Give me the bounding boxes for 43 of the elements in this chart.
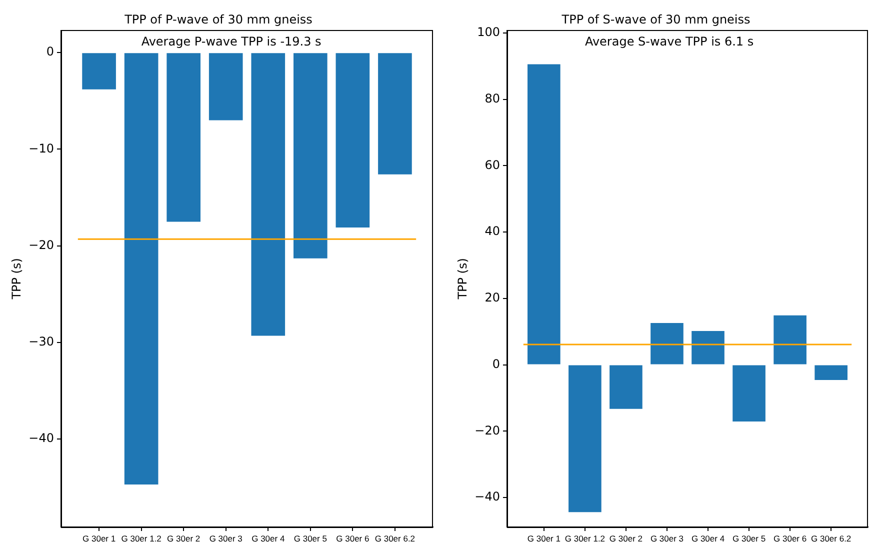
- x-tick-label: G 30er 5: [294, 533, 328, 544]
- x-tick-label: G 30er 6.2: [810, 533, 852, 544]
- y-tick-label: 0: [492, 356, 500, 371]
- annotation: Average S-wave TPP is 6.1 s: [584, 34, 754, 49]
- x-tick-label: G 30er 1: [527, 533, 561, 544]
- y-tick-label: −40: [28, 431, 54, 446]
- x-tick-label: G 30er 4: [252, 533, 285, 544]
- y-axis-title: TPP (s): [455, 258, 470, 300]
- bar: [610, 365, 642, 409]
- y-tick-label: −20: [28, 238, 54, 252]
- y-tick-label: 60: [484, 158, 500, 172]
- y-tick-label: 100: [477, 25, 500, 40]
- x-tick-label: G 30er 1.2: [564, 533, 606, 544]
- x-tick-label: G 30er 3: [650, 533, 684, 544]
- x-tick-label: G 30er 6.2: [374, 533, 416, 544]
- y-tick-label: 0: [46, 44, 54, 59]
- y-tick-label: 80: [484, 92, 500, 106]
- y-tick-label: 20: [484, 290, 500, 305]
- y-tick-label: −40: [474, 490, 500, 504]
- y-tick-label: −20: [474, 423, 500, 438]
- bar: [650, 322, 684, 364]
- bar: [814, 365, 848, 380]
- x-tick-label: G 30er 1: [82, 533, 116, 544]
- bar: [568, 365, 602, 512]
- x-tick-label: G 30er 2: [609, 533, 643, 544]
- bar: [774, 315, 806, 364]
- bar: [732, 365, 766, 422]
- x-tick-label: G 30er 1.2: [121, 533, 162, 544]
- y-tick-label: 40: [484, 224, 500, 238]
- y-tick-label: −30: [28, 334, 54, 349]
- bar: [528, 64, 560, 364]
- x-tick-label: G 30er 6: [336, 533, 370, 544]
- bar: [692, 330, 724, 364]
- chart-title: TPP of S-wave of 30 mm gneiss: [560, 12, 750, 26]
- x-tick-label: G 30er 2: [167, 533, 200, 544]
- x-tick-label: G 30er 4: [691, 533, 725, 544]
- y-tick-label: −10: [28, 141, 54, 156]
- chart-title: TPP of P-wave of 30 mm gneiss: [124, 12, 312, 26]
- y-axis-title: TPP (s): [9, 258, 24, 300]
- x-tick-label: G 30er 5: [732, 533, 766, 544]
- x-tick-label: G 30er 3: [209, 533, 243, 544]
- x-tick-label: G 30er 6: [774, 533, 807, 544]
- annotation: Average P-wave TPP is -19.3 s: [141, 34, 322, 49]
